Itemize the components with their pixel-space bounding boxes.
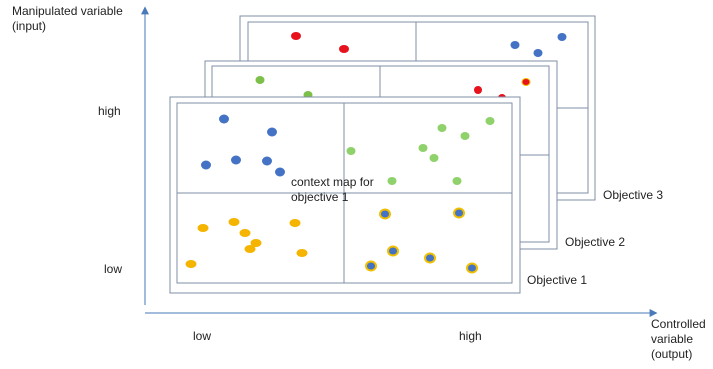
blue-dot [533, 49, 543, 57]
red-dot [339, 45, 349, 53]
blue-dot-outlined [424, 252, 436, 264]
orange-dot [244, 245, 256, 253]
objective-1-panel [169, 96, 521, 294]
context-map-label: context map for objective 1 [291, 175, 374, 204]
green-dot [485, 117, 495, 125]
blue-dot-outlined [453, 207, 465, 219]
blue-dot [231, 155, 241, 165]
orange-dot [185, 260, 197, 268]
blue-dot [219, 114, 229, 124]
blue-dot-outlined [365, 260, 377, 272]
green-dot [429, 154, 439, 162]
green-dot [346, 147, 356, 155]
red-dot [291, 32, 301, 40]
blue-dot [557, 33, 567, 41]
blue-dot [510, 41, 520, 49]
y-tick-low: low [104, 262, 123, 276]
red-dot [521, 78, 531, 86]
x-tick-low: low [193, 329, 212, 343]
blue-dot [262, 156, 272, 166]
blue-dot-outlined [379, 208, 391, 220]
orange-dot [197, 224, 209, 232]
green-dot [418, 144, 428, 152]
orange-dot [239, 229, 251, 237]
y-tick-high: high [98, 104, 121, 118]
blue-dot [275, 167, 285, 177]
orange-dot [289, 219, 301, 227]
objective-3-label: Objective 3 [603, 188, 664, 202]
x-tick-high: high [459, 329, 482, 343]
objective-2-label: Objective 2 [565, 235, 626, 249]
red-dot [474, 86, 482, 94]
blue-dot [267, 127, 277, 137]
green-dot [255, 76, 265, 84]
y-axis-title: Manipulated variable (input) [12, 4, 123, 33]
orange-dot [228, 218, 240, 226]
objective-1-label: Objective 1 [527, 273, 588, 287]
green-dot [460, 132, 470, 140]
orange-dot [250, 239, 262, 247]
green-dot [387, 177, 397, 185]
x-axis-title: Controlled variable (output) [651, 317, 706, 361]
green-dot [452, 177, 462, 185]
blue-dot-outlined [466, 262, 478, 274]
green-dot [437, 124, 447, 132]
blue-dot [201, 160, 211, 170]
orange-dot [296, 249, 308, 257]
blue-dot-outlined [387, 245, 399, 257]
